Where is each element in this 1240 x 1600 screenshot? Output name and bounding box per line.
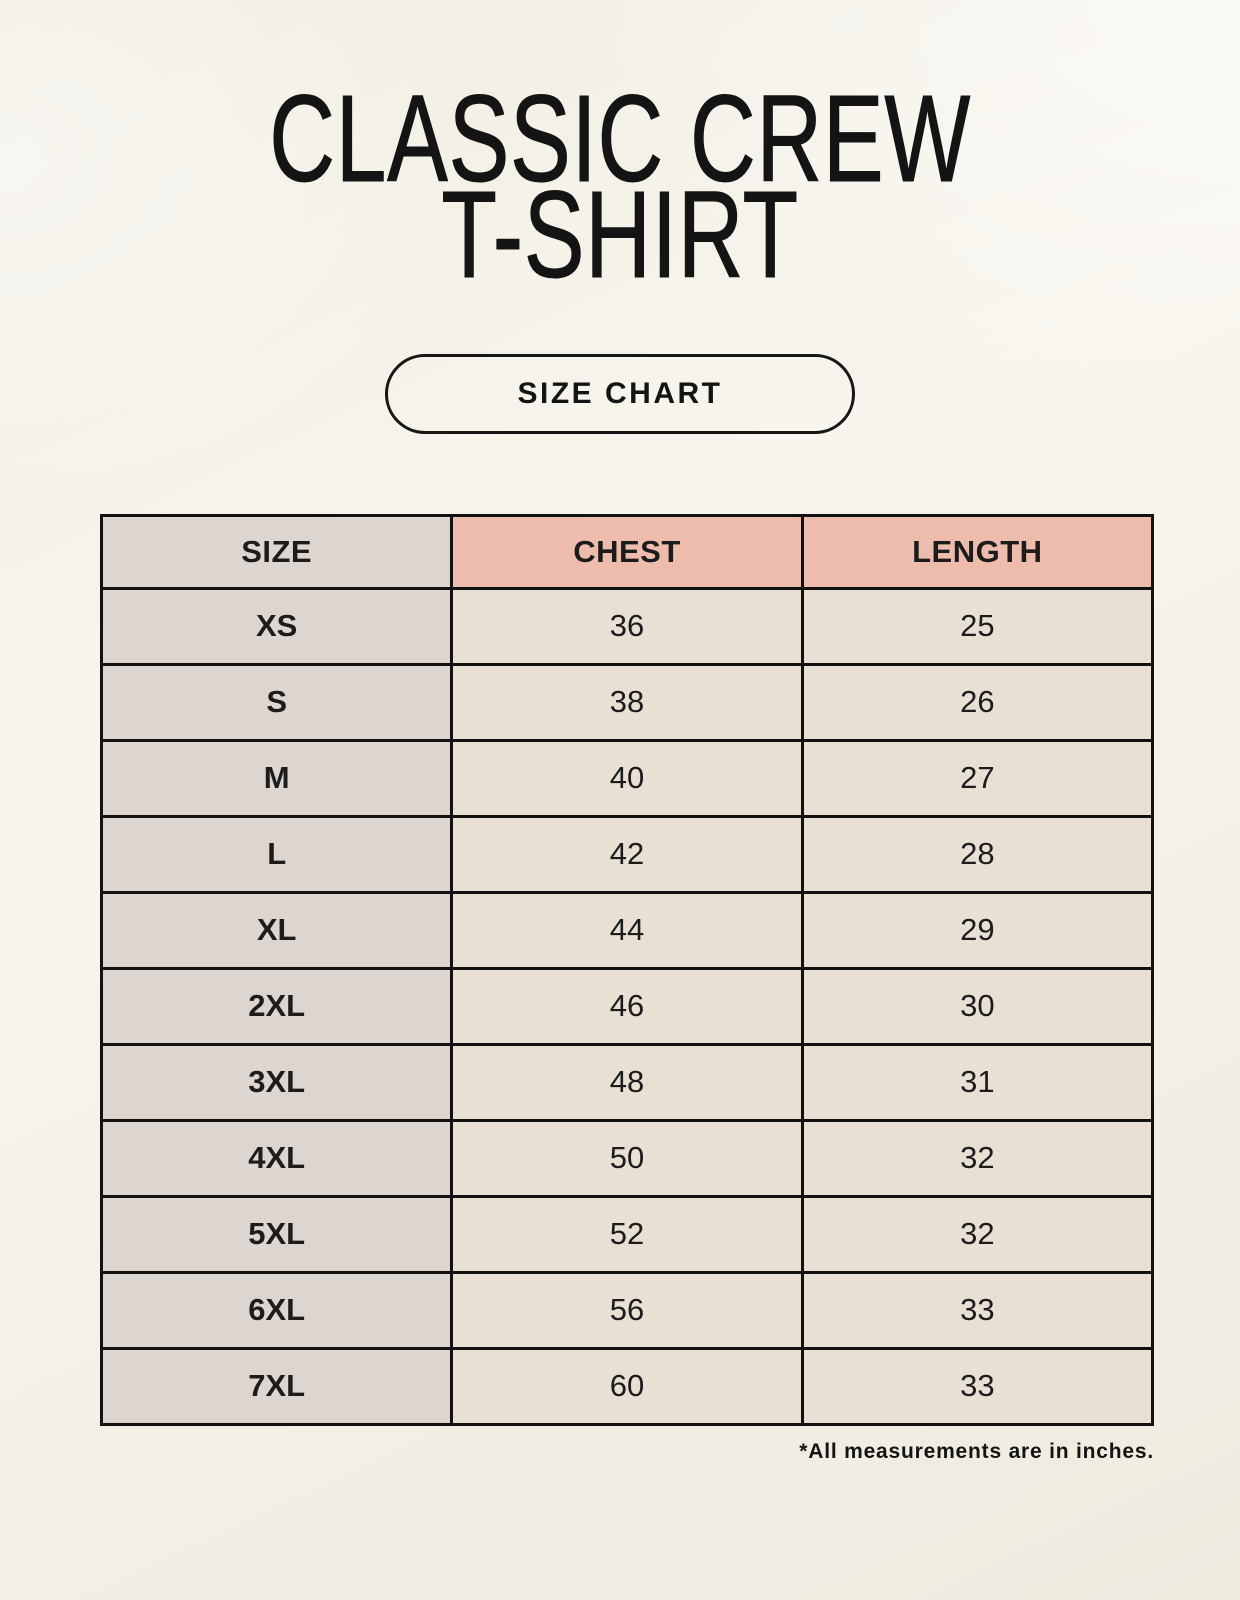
chest-cell: 48	[450, 1042, 804, 1122]
size-row: 5XL 52 32	[99, 1194, 1155, 1274]
chest-cell: 46	[450, 966, 804, 1046]
size-cell: L	[99, 814, 454, 894]
chest-cell: 38	[450, 662, 804, 742]
chest-cell: 50	[450, 1118, 804, 1198]
size-row: 6XL 56 33	[99, 1270, 1155, 1350]
size-cell: 6XL	[99, 1270, 454, 1350]
size-row: L 42 28	[99, 814, 1155, 894]
column-header-size: SIZE	[99, 513, 454, 590]
size-cell: XL	[99, 890, 454, 970]
chest-cell: 52	[450, 1194, 804, 1274]
size-chart-badge[interactable]: SIZE CHART	[385, 353, 855, 434]
size-table: SIZE CHEST LENGTH XS 36 25 S 38 26 M 40 …	[99, 513, 1155, 1426]
chest-cell: 42	[450, 814, 804, 894]
size-cell: 5XL	[99, 1194, 454, 1274]
measurements-footnote: *All measurements are in inches.	[799, 1439, 1154, 1463]
size-row: M 40 27	[99, 738, 1155, 818]
size-row: 2XL 46 30	[99, 966, 1155, 1046]
length-cell: 30	[800, 966, 1155, 1046]
column-header-length: LENGTH	[800, 513, 1155, 590]
length-cell: 32	[800, 1194, 1155, 1274]
title-line-1: CLASSIC CREW	[269, 71, 971, 208]
length-cell: 33	[800, 1346, 1155, 1426]
size-row: 7XL 60 33	[99, 1346, 1155, 1426]
size-cell: S	[99, 662, 454, 742]
length-cell: 31	[800, 1042, 1155, 1122]
size-row: 3XL 48 31	[99, 1042, 1155, 1122]
size-row: XL 44 29	[99, 890, 1155, 970]
size-row: 4XL 50 32	[99, 1118, 1155, 1198]
chest-cell: 40	[450, 738, 804, 818]
length-cell: 25	[800, 586, 1155, 666]
size-chart-badge-label: SIZE CHART	[517, 376, 723, 410]
page-title: CLASSIC CREW T-SHIRT	[0, 0, 1240, 297]
length-cell: 29	[800, 890, 1155, 970]
chest-cell: 56	[450, 1270, 804, 1350]
size-cell: 2XL	[99, 966, 454, 1046]
size-row: XS 36 25	[99, 586, 1155, 666]
length-cell: 28	[800, 814, 1155, 894]
length-cell: 32	[800, 1118, 1155, 1198]
chest-cell: 36	[450, 586, 804, 666]
chest-cell: 60	[450, 1346, 804, 1426]
size-cell: XS	[99, 586, 454, 666]
column-header-chest: CHEST	[450, 513, 804, 590]
table-header-row: SIZE CHEST LENGTH	[99, 513, 1155, 590]
size-cell: 4XL	[99, 1118, 454, 1198]
length-cell: 26	[800, 662, 1155, 742]
size-cell: 7XL	[99, 1346, 454, 1426]
chest-cell: 44	[450, 890, 804, 970]
length-cell: 27	[800, 738, 1155, 818]
title-line-2: T-SHIRT	[441, 166, 799, 304]
size-cell: 3XL	[99, 1042, 454, 1122]
length-cell: 33	[800, 1270, 1155, 1350]
size-cell: M	[99, 738, 454, 818]
size-row: S 38 26	[99, 662, 1155, 742]
